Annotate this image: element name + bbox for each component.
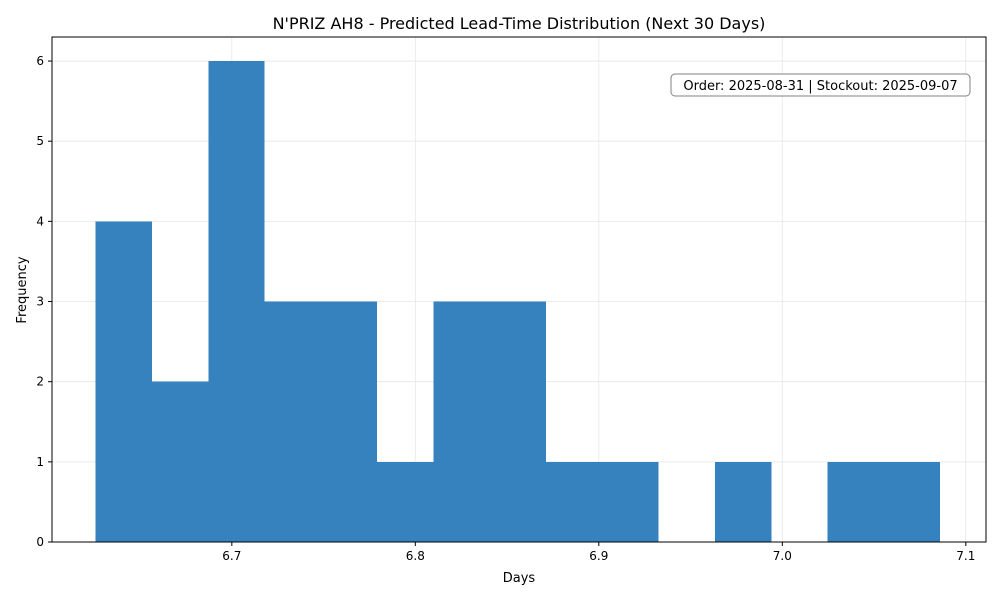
x-axis-ticks: 6.7 6.8 6.9 7.0 7.1 bbox=[222, 542, 975, 563]
histogram-bar bbox=[489, 301, 546, 542]
histogram-bar bbox=[320, 301, 378, 542]
y-tick-label: 4 bbox=[36, 214, 44, 228]
x-tick-label: 7.1 bbox=[956, 549, 975, 563]
y-tick-label: 0 bbox=[36, 535, 44, 549]
histogram-bar bbox=[95, 221, 153, 542]
x-axis-label: Days bbox=[503, 571, 536, 586]
bars bbox=[95, 61, 941, 543]
plot-frame bbox=[51, 36, 987, 543]
histogram-bar bbox=[152, 381, 209, 542]
y-axis-ticks: 0 1 2 3 4 5 6 bbox=[36, 54, 52, 549]
histogram-bar bbox=[827, 461, 884, 542]
histogram-bar bbox=[714, 461, 772, 542]
histogram-bar bbox=[208, 61, 265, 543]
histogram-bar bbox=[377, 461, 434, 542]
x-tick-label: 6.7 bbox=[222, 549, 241, 563]
x-tick-label: 6.9 bbox=[589, 549, 608, 563]
histogram-bar bbox=[602, 461, 659, 542]
y-tick-label: 5 bbox=[36, 134, 44, 148]
y-tick-label: 6 bbox=[36, 54, 44, 68]
annotation-frame bbox=[670, 73, 971, 97]
chart-title: N'PRIZ AH8 - Predicted Lead-Time Distrib… bbox=[273, 14, 766, 33]
histogram-bar bbox=[433, 301, 490, 542]
x-tick-label: 7.0 bbox=[773, 549, 792, 563]
y-tick-label: 3 bbox=[36, 295, 44, 309]
y-tick-label: 2 bbox=[36, 375, 44, 389]
histogram-bar bbox=[545, 461, 603, 542]
y-tick-label: 1 bbox=[36, 455, 44, 469]
annotation-box: Order: 2025-08-31 | Stockout: 2025-09-07 bbox=[670, 73, 971, 97]
x-tick-label: 6.8 bbox=[406, 549, 425, 563]
histogram-bar bbox=[883, 461, 941, 542]
y-axis-label: Frequency bbox=[15, 256, 30, 323]
annotation-text: Order: 2025-08-31 | Stockout: 2025-09-07 bbox=[683, 79, 957, 94]
histogram-bar bbox=[264, 301, 321, 542]
